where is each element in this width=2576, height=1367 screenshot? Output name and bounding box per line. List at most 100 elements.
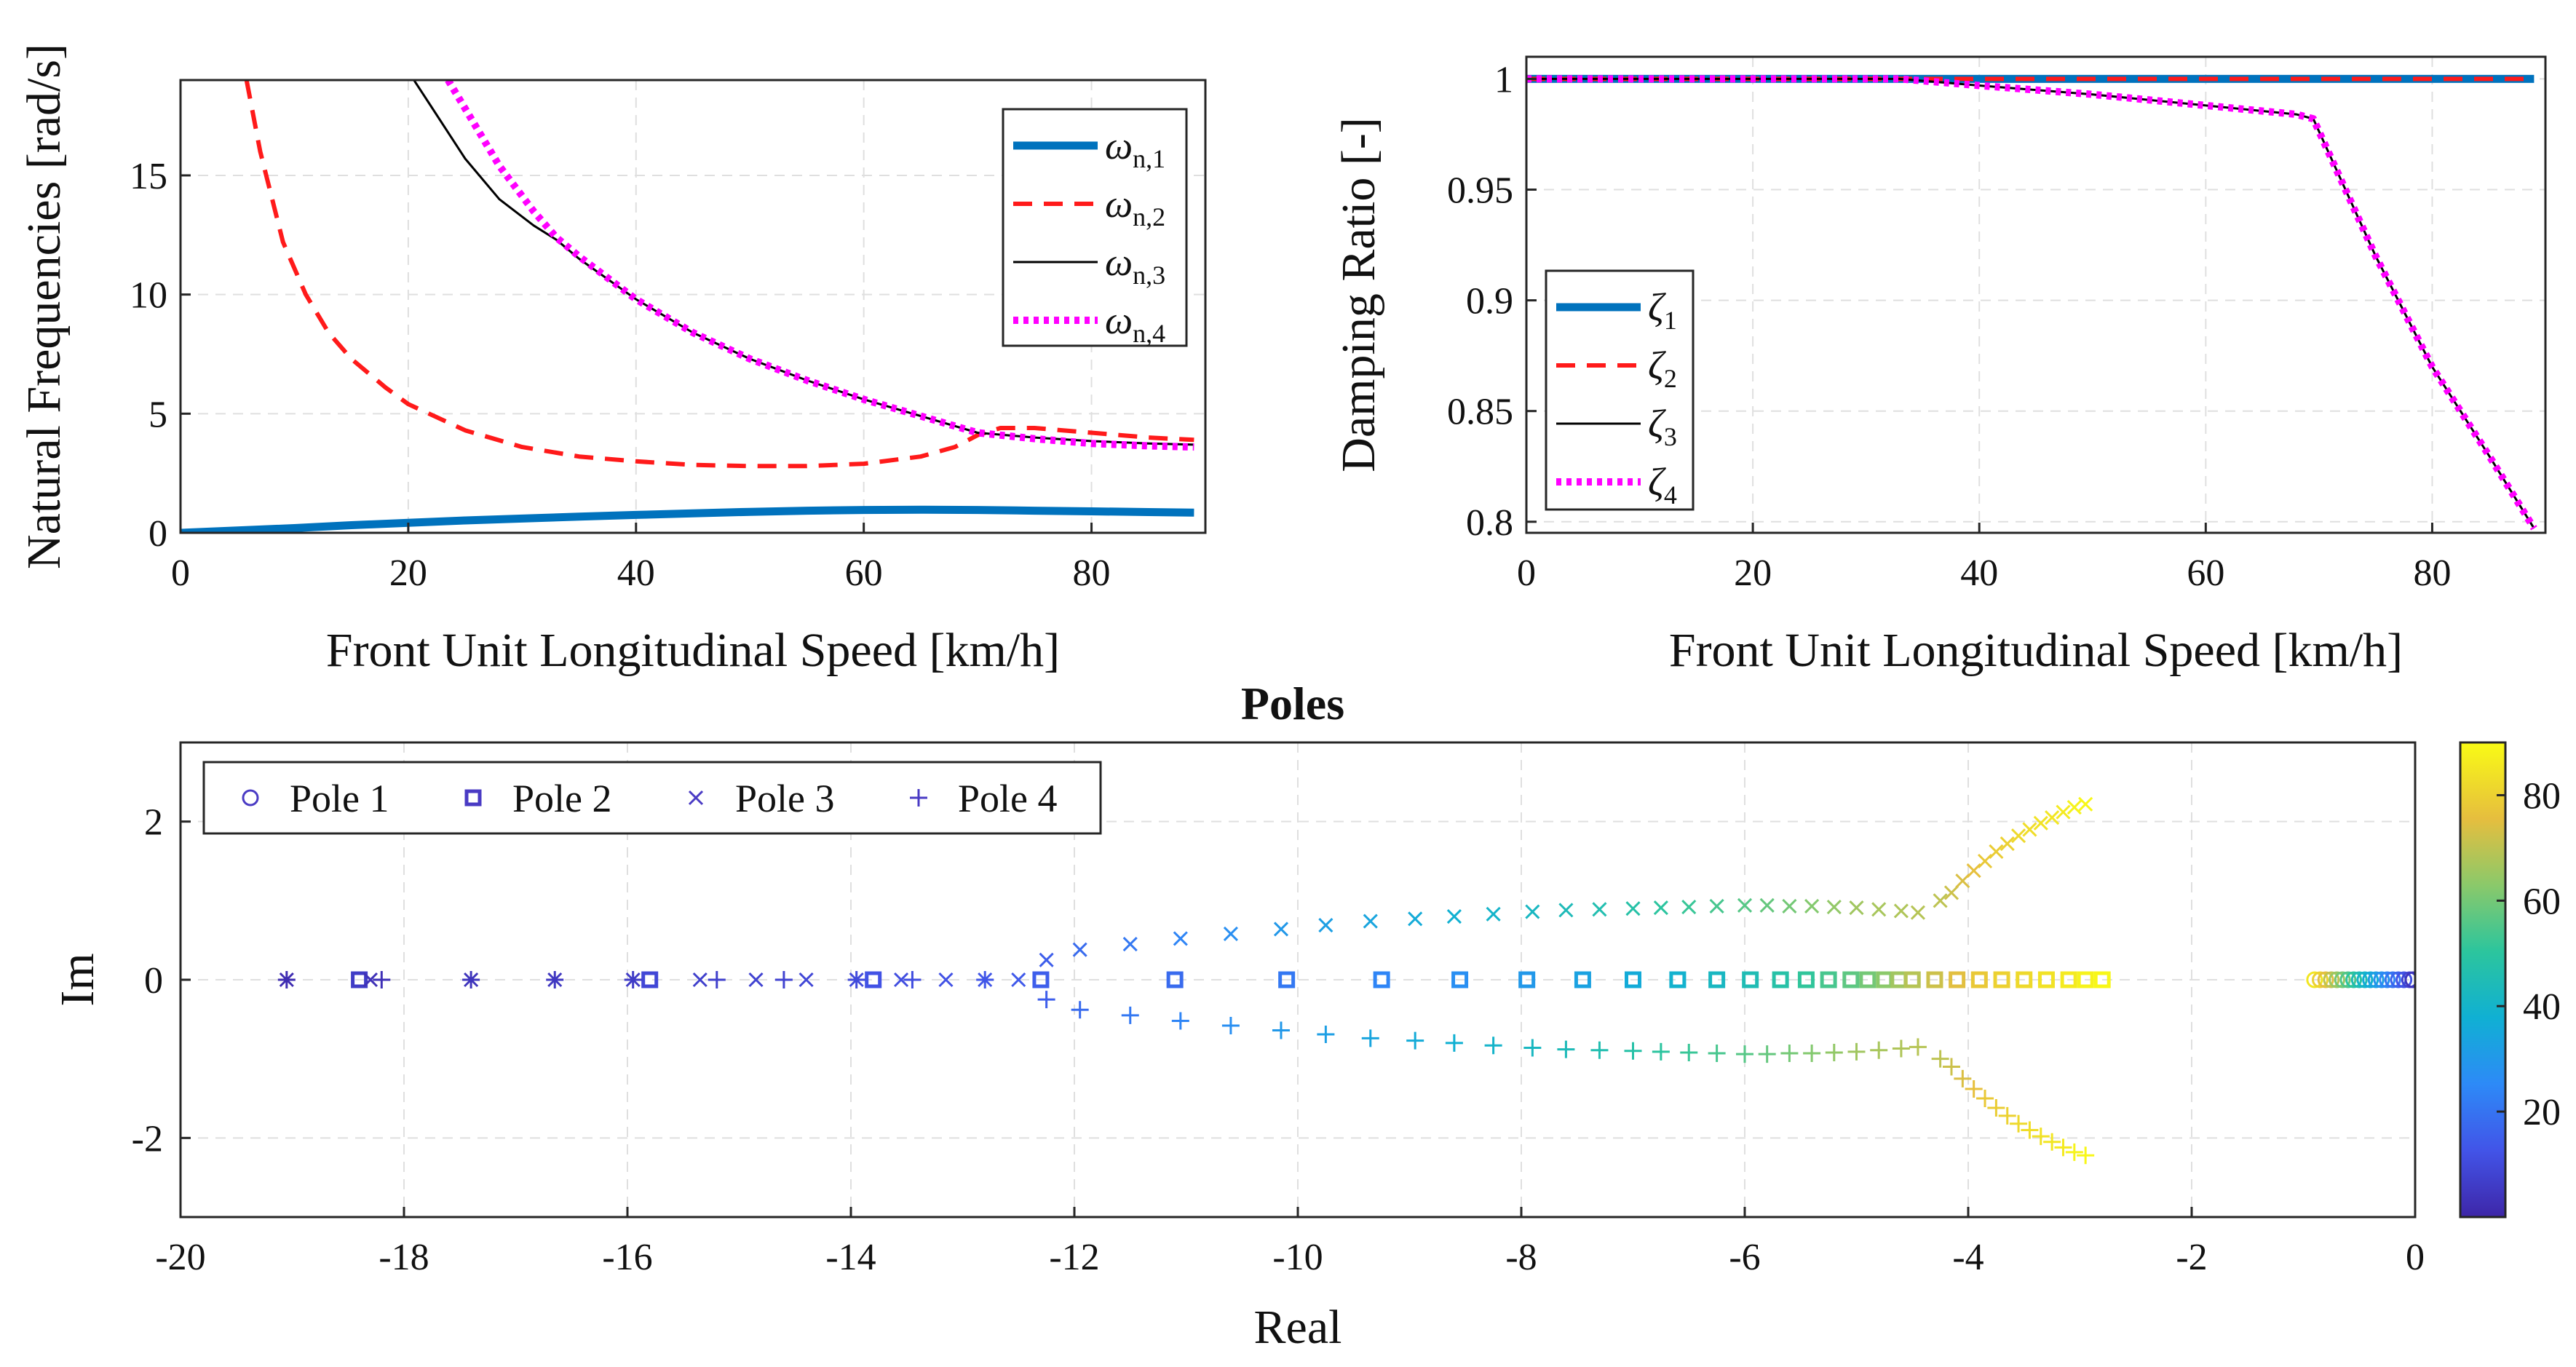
pole-marker-square: [1949, 971, 1966, 988]
pole-marker-square: [1708, 971, 1726, 988]
pole-marker-plus: [1998, 1106, 2016, 1125]
pole-marker-plus: [774, 971, 793, 988]
natural-frequencies-x-label: Front Unit Longitudinal Speed [km/h]: [326, 624, 1060, 677]
legend-label: ωn,3: [1105, 240, 1165, 290]
legend-label: ωn,1: [1105, 124, 1165, 173]
pole-marker-plus: [1931, 1050, 1949, 1068]
pole-marker-x: [362, 972, 379, 988]
colorbar-tick-label: 20: [2523, 1092, 2561, 1133]
pole-marker-plus: [1317, 1025, 1335, 1043]
natural-frequencies-legend: ωn,1ωn,2ωn,3ωn,4: [1002, 108, 1188, 348]
pole-marker-plus: [1942, 1058, 1960, 1076]
natural-frequencies-y-label: Natural Frequencies [rad/s]: [17, 44, 71, 569]
legend-marker-circle: [242, 789, 259, 807]
poles-legend: Pole 1 Pole 2 Pole 3 Pole 4: [202, 761, 1102, 835]
pole-marker-plus: [1825, 1043, 1843, 1061]
pole-marker-plus: [1037, 991, 1055, 1009]
pole-marker-x: [894, 972, 909, 988]
pole-marker-plus: [1736, 1045, 1753, 1063]
colorbar-tick-label: 40: [2523, 986, 2561, 1028]
pole-marker-plus: [1909, 1038, 1927, 1056]
x-tick-label: 80: [1073, 552, 1111, 594]
colorbar-ticks: 20 40 60 80: [2497, 775, 2561, 1133]
pole-marker-plus: [2043, 1133, 2061, 1151]
pole-marker-plus: [1652, 1042, 1670, 1061]
pole-marker-plus: [847, 971, 865, 988]
legend-subscript: n,2: [1133, 202, 1165, 231]
pole-marker-x: [2033, 815, 2048, 831]
legend-label: ζ3: [1648, 402, 1677, 451]
pole-marker-circle: [2312, 971, 2329, 988]
legend-label: ζ2: [1648, 344, 1677, 393]
x-tick-label: 0: [2406, 1237, 2425, 1278]
pole-marker-plus: [624, 971, 642, 988]
pole-marker-x: [2022, 822, 2037, 837]
pole-marker-x: [1943, 885, 1959, 900]
pole-marker-square: [865, 971, 882, 988]
pole-marker-square: [1669, 971, 1687, 988]
pole-marker-plus: [1870, 1041, 1888, 1059]
poles-markers: [277, 796, 2415, 1165]
pole-marker-plus: [1965, 1079, 1983, 1098]
pole-marker-x: [2011, 828, 2026, 844]
natural-frequencies-plot: 0 20 40 60 80 0 5 10 15 Front Unit Longitudinal …: [17, 44, 1207, 677]
pole-marker-x: [1871, 902, 1887, 917]
pole-marker-plus: [1221, 1017, 1240, 1035]
pole-marker-square: [1926, 971, 1943, 988]
legend-subscript: n,1: [1133, 144, 1165, 173]
legend-marker-plus: [910, 789, 927, 807]
pole-marker-square: [1032, 971, 1050, 988]
damping-ratio-y-label: Damping Ratio [-]: [1332, 117, 1385, 472]
pole-marker-x: [1759, 898, 1775, 913]
y-tick-label: 0: [144, 960, 163, 1002]
pole-marker-circle: [2306, 971, 2323, 988]
pole-marker-x: [1782, 898, 1797, 914]
pole-marker-x: [2078, 796, 2093, 812]
pole-marker-x: [2066, 800, 2082, 815]
pole-marker-square: [351, 971, 368, 988]
pole-marker-x: [1273, 922, 1289, 937]
legend-symbol: ω: [1105, 182, 1133, 226]
damping-ratio-x-label: Front Unit Longitudinal Speed [km/h]: [1669, 624, 2403, 677]
pole-marker-square: [1451, 971, 1469, 988]
pole-marker-plus: [1708, 1045, 1726, 1063]
pole-marker-square: [1772, 971, 1789, 988]
pole-marker-x: [1966, 863, 1981, 879]
pole-marker-x: [1653, 900, 1668, 916]
pole-marker-x: [1011, 972, 1026, 988]
pole-marker-circle: [2404, 971, 2415, 988]
poles-title: Poles: [1241, 678, 1344, 729]
pole-marker-square: [1842, 971, 1860, 988]
pole-marker-plus: [462, 971, 480, 988]
pole-marker-plus: [277, 971, 296, 988]
pole-marker-plus: [2054, 1138, 2072, 1157]
legend-subscript: 2: [1664, 364, 1677, 393]
pole-marker-square: [1820, 971, 1837, 988]
legend-label: Pole 1: [290, 777, 389, 820]
pole-marker-square: [1278, 971, 1296, 988]
legend-marker-square: [464, 789, 482, 807]
series-line-n-1: [181, 505, 1194, 533]
pole-marker-x: [692, 972, 708, 988]
pole-marker-circle: [2329, 971, 2346, 988]
legend-subscript: 3: [1664, 422, 1677, 451]
colorbar-tick-label: 60: [2523, 881, 2561, 922]
legend-label: ωn,2: [1105, 182, 1165, 231]
pole-marker-x: [1826, 899, 1842, 915]
x-tick-label: -18: [379, 1237, 429, 1278]
pole-marker-x: [1525, 904, 1540, 919]
pole-marker-square: [1970, 971, 1988, 988]
y-tick-label: 0.8: [1466, 502, 1513, 544]
x-tick-label: -6: [1729, 1237, 1760, 1278]
legend-symbol: ω: [1105, 240, 1133, 284]
pole-marker-x: [1804, 898, 1820, 914]
pole-marker-circle: [2379, 971, 2396, 988]
pole-marker-plus: [2077, 1146, 2095, 1165]
pole-marker-x: [1709, 898, 1724, 914]
legend-symbol: ζ: [1648, 344, 1666, 387]
pole-marker-x: [1592, 902, 1607, 917]
y-tick-label: 0.95: [1447, 170, 1513, 212]
pole-marker-x: [1849, 900, 1864, 916]
